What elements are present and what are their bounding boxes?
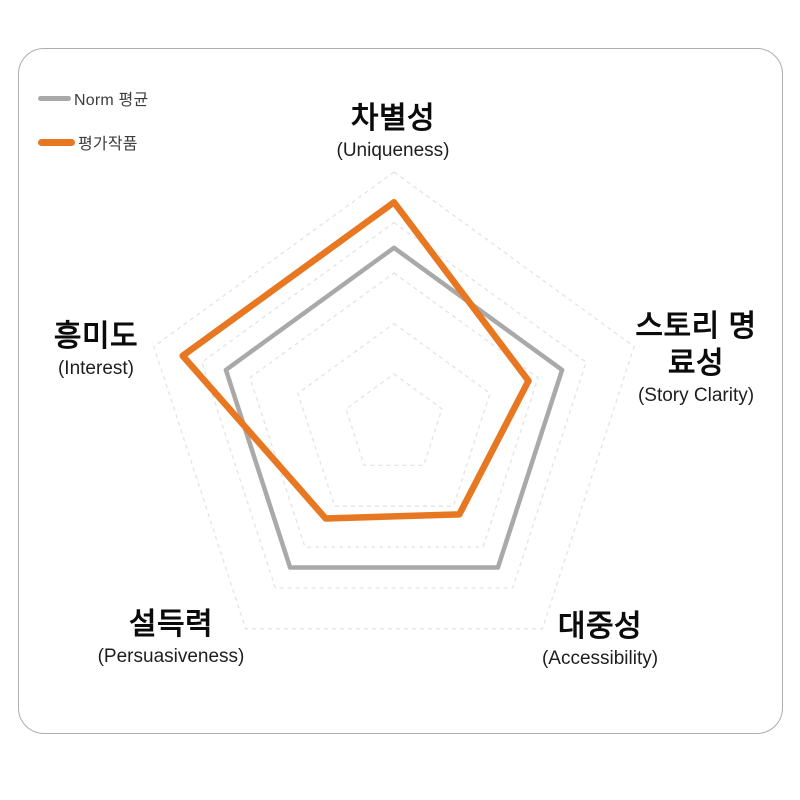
- grid-ring-4: [201, 221, 587, 589]
- legend-label-evaluated: 평가작품: [78, 136, 138, 153]
- axis-label-accessibility-ko: 대중성: [557, 610, 643, 643]
- axis-label-uniqueness-ko: 차별성: [350, 102, 436, 135]
- axis-label-accessibility-en: (Accessibility): [541, 648, 659, 669]
- evaluated-series-swatch-icon: [38, 138, 75, 146]
- axis-label-persuasiveness: 설득력 (Persuasiveness): [98, 606, 245, 669]
- axis-label-story-clarity-ko: 스토리 명료성: [635, 310, 757, 380]
- axis-label-persuasiveness-ko: 설득력: [128, 608, 214, 641]
- axis-label-uniqueness: 차별성 (Uniqueness): [337, 100, 450, 163]
- legend-item-evaluated: 평가작품: [38, 132, 148, 153]
- legend: Norm 평균 평가작품: [38, 88, 148, 176]
- axis-label-interest-ko: 흥미도: [53, 320, 139, 353]
- grid-ring-1: [345, 373, 443, 467]
- series-polygon-1: [179, 199, 532, 522]
- axis-label-persuasiveness-en: (Persuasiveness): [97, 646, 245, 667]
- axis-label-uniqueness-en: (Uniqueness): [336, 140, 450, 161]
- axis-label-interest: 흥미도 (Interest): [54, 318, 138, 381]
- grid-ring-2: [297, 322, 491, 507]
- chart-card: [18, 48, 783, 734]
- legend-label-norm: Norm 평균: [74, 92, 149, 109]
- legend-item-norm: Norm 평균: [38, 88, 149, 109]
- axis-label-accessibility: 대중성 (Accessibility): [542, 608, 658, 671]
- series-polygon-0: [223, 245, 565, 570]
- axis-label-story-clarity-en: (Story Clarity): [637, 385, 755, 406]
- axis-label-interest-en: (Interest): [57, 358, 135, 379]
- norm-series-swatch-icon: [38, 95, 71, 101]
- axis-label-story-clarity: 스토리 명료성 (Story Clarity): [631, 308, 761, 408]
